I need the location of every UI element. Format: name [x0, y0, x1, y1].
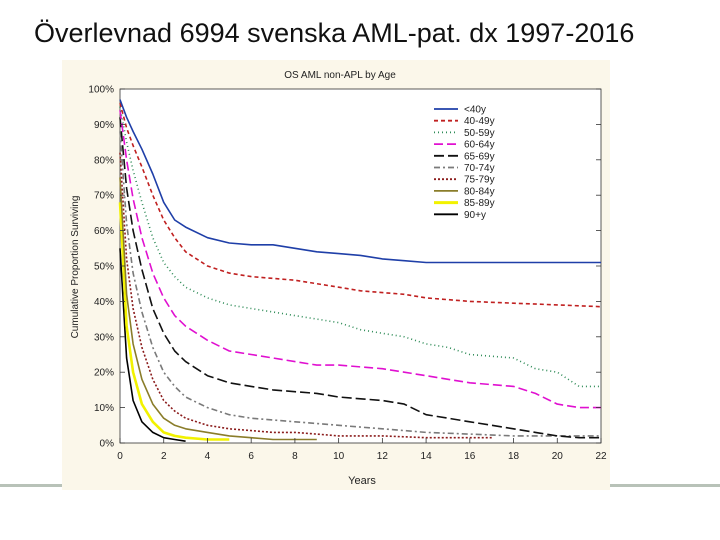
legend-label: 40-49y [464, 116, 495, 127]
legend-label: 85-89y [464, 198, 495, 209]
legend-label: 60-64y [464, 140, 495, 151]
axes: 0 2 4 6 8 10 12 14 16 18 20 22 0% 10% 20% 30% 40% 50% 60% 7… [88, 85, 607, 463]
legend-label: 90+y [464, 210, 486, 221]
y-tick-label: 20% [94, 368, 114, 379]
y-tick-label: 90% [94, 120, 114, 131]
x-tick-label: 16 [464, 451, 476, 462]
chart-frame: OS AML non-APL by Age Years Cumulative P… [62, 60, 610, 490]
y-tick-label: 0% [100, 439, 115, 450]
y-tick-label: 100% [88, 85, 114, 96]
series-line [119, 106, 601, 388]
slide-title: Överlevnad 6994 svenska AML-pat. dx 1997… [34, 18, 635, 48]
survival-chart: OS AML non-APL by Age Years Cumulative P… [70, 70, 607, 487]
series-line [119, 99, 601, 264]
x-tick-label: 4 [205, 451, 211, 462]
x-tick-label: 20 [552, 451, 564, 462]
legend-label: 70-74y [464, 163, 495, 174]
series-line [119, 152, 492, 439]
footer-rule-left [0, 484, 62, 487]
series-line [119, 177, 317, 441]
y-tick-label: 80% [94, 155, 114, 166]
x-tick-label: 10 [333, 451, 345, 462]
series-line [119, 131, 601, 437]
x-tick-label: 18 [508, 451, 520, 462]
x-tick-label: 8 [292, 451, 298, 462]
series-lines [118, 99, 602, 442]
x-tick-label: 2 [161, 451, 167, 462]
legend-label: 80-84y [464, 186, 495, 197]
y-axis-label: Cumulative Proportion Surviving [70, 196, 81, 339]
y-tick-label: 60% [94, 226, 114, 237]
legend-label: <40y [464, 105, 486, 116]
y-tick-label: 10% [94, 403, 114, 414]
chart-title: OS AML non-APL by Age [284, 70, 396, 81]
y-tick-label: 50% [94, 262, 114, 273]
x-tick-label: 12 [377, 451, 389, 462]
series-line [118, 202, 230, 441]
y-tick-label: 40% [94, 297, 114, 308]
x-tick-label: 0 [117, 451, 123, 462]
x-axis-label: Years [348, 475, 376, 487]
plot-area-border [119, 88, 602, 444]
x-tick-label: 6 [248, 451, 254, 462]
legend-label: 65-69y [464, 151, 495, 162]
x-tick-label: 22 [595, 451, 607, 462]
footer-rule-right [610, 484, 720, 487]
series-line [119, 102, 602, 308]
series-line [119, 110, 601, 409]
legend-label: 75-79y [464, 175, 495, 186]
y-tick-label: 70% [94, 191, 114, 202]
y-tick-label: 30% [94, 332, 114, 343]
legend-label: 50-59y [464, 128, 495, 139]
legend: <40y40-49y50-59y60-64y65-69y70-74y75-79y… [434, 105, 495, 221]
series-line [119, 117, 601, 439]
series-line [119, 248, 186, 442]
x-tick-label: 14 [421, 451, 433, 462]
